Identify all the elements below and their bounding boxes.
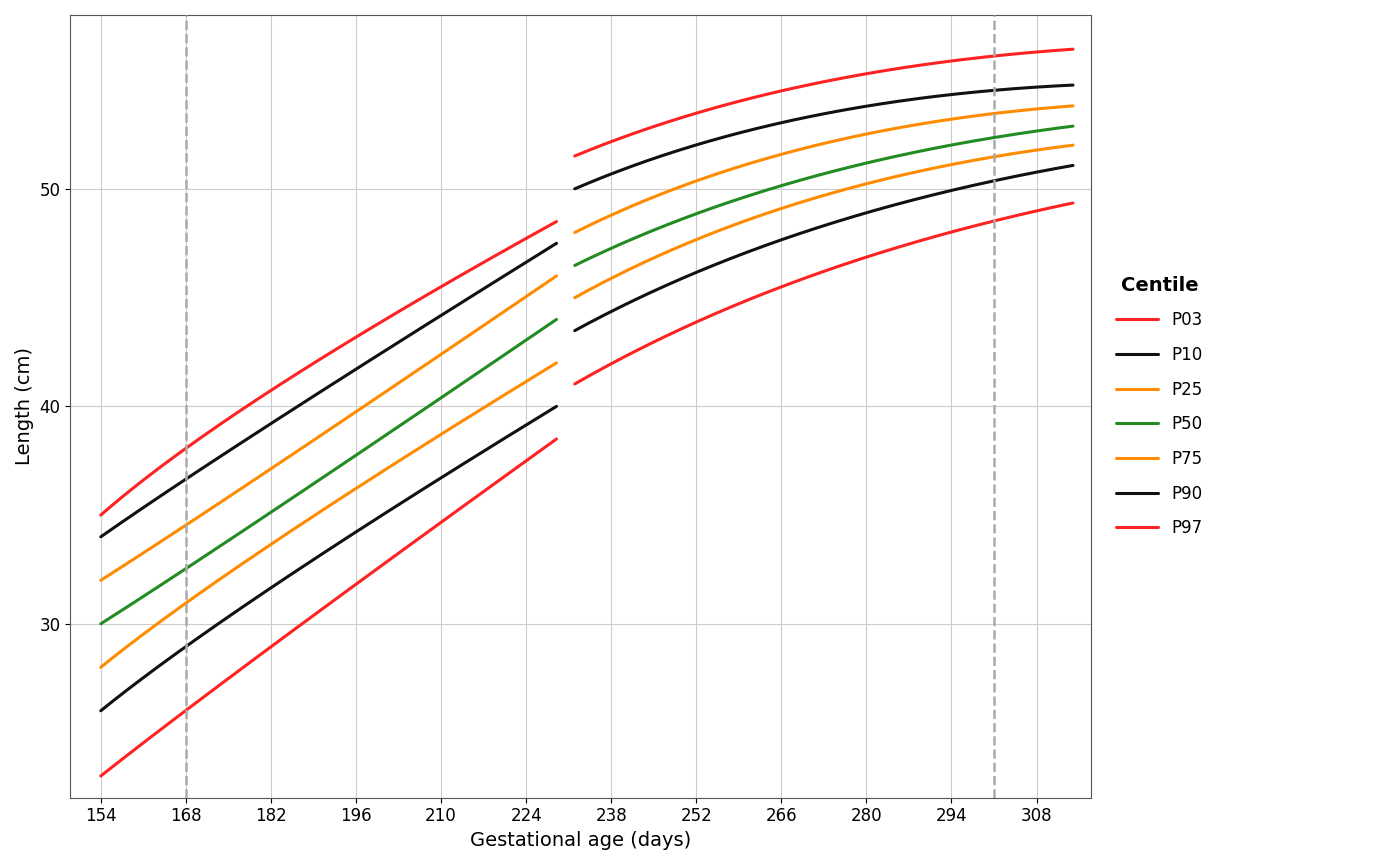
P03 (147, 728, 164, 739)
P10 (273, 576, 290, 586)
P90 (424, 316, 441, 326)
Line: P75: P75 (101, 276, 557, 580)
P10 (549, 401, 566, 412)
P75 (379, 385, 396, 395)
P50 (379, 429, 396, 439)
Line: P03: P03 (101, 439, 557, 776)
P10 (379, 507, 396, 517)
Line: P10: P10 (101, 407, 557, 711)
P75 (549, 271, 566, 281)
Y-axis label: Length (cm): Length (cm) (15, 348, 34, 465)
P90 (92, 532, 109, 542)
Line: P90: P90 (101, 243, 557, 537)
P97 (421, 288, 438, 298)
P75 (147, 540, 164, 550)
P50 (147, 583, 164, 593)
P10 (147, 663, 164, 674)
P90 (241, 432, 258, 443)
P10 (241, 597, 258, 607)
P25 (549, 358, 566, 368)
P97 (549, 216, 566, 227)
P03 (379, 556, 396, 567)
P10 (421, 480, 438, 490)
P90 (147, 494, 164, 504)
P50 (92, 618, 109, 629)
P50 (421, 400, 438, 411)
P25 (273, 532, 290, 542)
P97 (424, 287, 441, 298)
P25 (241, 554, 258, 564)
X-axis label: Gestational age (days): Gestational age (days) (470, 831, 692, 850)
P75 (424, 356, 441, 366)
P25 (147, 620, 164, 631)
P90 (273, 412, 290, 422)
P25 (421, 436, 438, 446)
P50 (241, 522, 258, 532)
P03 (424, 523, 441, 534)
P97 (273, 379, 290, 389)
P97 (92, 509, 109, 520)
P03 (92, 771, 109, 781)
P25 (424, 435, 441, 445)
P03 (421, 525, 438, 535)
P50 (424, 399, 441, 409)
P75 (241, 478, 258, 489)
Line: P25: P25 (101, 363, 557, 667)
P90 (421, 317, 438, 328)
P75 (92, 575, 109, 586)
P90 (549, 238, 566, 248)
P90 (379, 344, 396, 355)
P97 (147, 465, 164, 476)
P25 (92, 662, 109, 672)
P10 (424, 478, 441, 489)
Legend: P03, P10, P25, P50, P75, P90, P97: P03, P10, P25, P50, P75, P90, P97 (1110, 269, 1210, 544)
P50 (273, 500, 290, 510)
P10 (92, 706, 109, 716)
P75 (273, 457, 290, 467)
Line: P50: P50 (101, 319, 557, 624)
P97 (241, 400, 258, 410)
Line: P97: P97 (101, 221, 557, 515)
P75 (421, 356, 438, 367)
P03 (241, 657, 258, 668)
P03 (549, 433, 566, 444)
P50 (549, 314, 566, 324)
P03 (273, 634, 290, 644)
P97 (379, 313, 396, 324)
P25 (379, 463, 396, 473)
